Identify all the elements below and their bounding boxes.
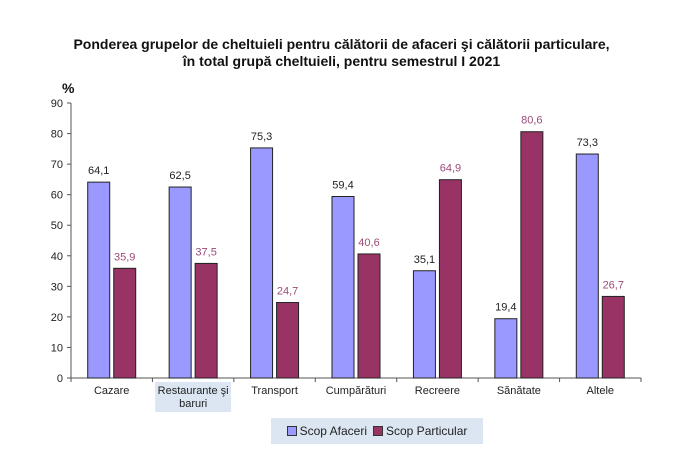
y-tick-label: 40 [51,251,63,263]
y-tick-label: 50 [51,220,63,232]
bar-afaceri [87,181,111,379]
x-tick-label-bg [155,382,232,412]
chart-title: Ponderea grupelor de cheltuieli pentru c… [0,36,683,70]
chart-title-line1: Ponderea grupelor de cheltuieli pentru c… [73,36,610,52]
y-tick-label: 0 [57,373,63,385]
y-tick-label: 80 [51,129,63,141]
x-tick-label: Cazare [94,385,129,397]
bar-afaceri [575,153,599,379]
bar-particular [357,253,381,379]
x-tick-label: baruri [179,398,207,410]
x-tick-label: Altele [587,385,615,397]
bar-afaceri [168,186,192,379]
data-label-particular: 24,7 [277,286,298,298]
x-tick-label: Cumpărături [326,385,387,397]
data-label-afaceri: 19,4 [495,302,516,314]
legend-item-afaceri: Scop Afaceri [286,424,367,438]
bar-particular [276,302,300,379]
bar-particular [601,295,625,379]
x-tick-label: Restaurante şi [158,385,229,397]
y-tick-label: 20 [51,312,63,324]
y-tick-label: 90 [51,98,63,110]
y-tick-label: 70 [51,159,63,171]
data-label-particular: 26,7 [603,279,624,291]
bar-particular [194,262,218,379]
chart-title-line2: în total grupă cheltuieli, pentru semest… [182,53,501,69]
bar-particular [113,267,137,379]
y-axis-label: % [62,80,75,96]
bar-particular [438,179,462,379]
bar-particular [520,131,544,379]
bar-afaceri [331,196,355,379]
y-tick-label: 60 [51,190,63,202]
data-label-particular: 40,6 [358,237,379,249]
x-tick-label: Recreere [415,385,460,397]
data-label-particular: 35,9 [114,251,135,263]
y-tick-label: 10 [51,342,63,354]
x-tick-label: Transport [251,385,298,397]
bar-afaceri [250,147,274,379]
data-label-afaceri: 59,4 [332,180,353,192]
legend-swatch-afaceri [286,426,297,436]
data-label-afaceri: 73,3 [577,137,598,149]
data-label-particular: 64,9 [440,163,461,175]
legend-item-particular: Scop Particular [373,424,467,438]
bar-afaceri [412,270,436,379]
data-label-afaceri: 75,3 [251,131,272,143]
data-label-afaceri: 35,1 [414,254,435,266]
x-tick-label: Sănătate [497,385,541,397]
legend-label-particular: Scop Particular [386,424,468,438]
data-label-afaceri: 64,1 [88,165,109,177]
bar-afaceri [494,318,518,379]
y-tick-label: 30 [51,281,63,293]
data-label-afaceri: 62,5 [169,170,190,182]
data-label-particular: 37,5 [195,246,216,258]
data-label-particular: 80,6 [521,115,542,127]
legend: Scop Afaceri Scop Particular [271,418,483,444]
legend-swatch-particular [373,426,383,436]
legend-label-afaceri: Scop Afaceri [299,424,367,438]
